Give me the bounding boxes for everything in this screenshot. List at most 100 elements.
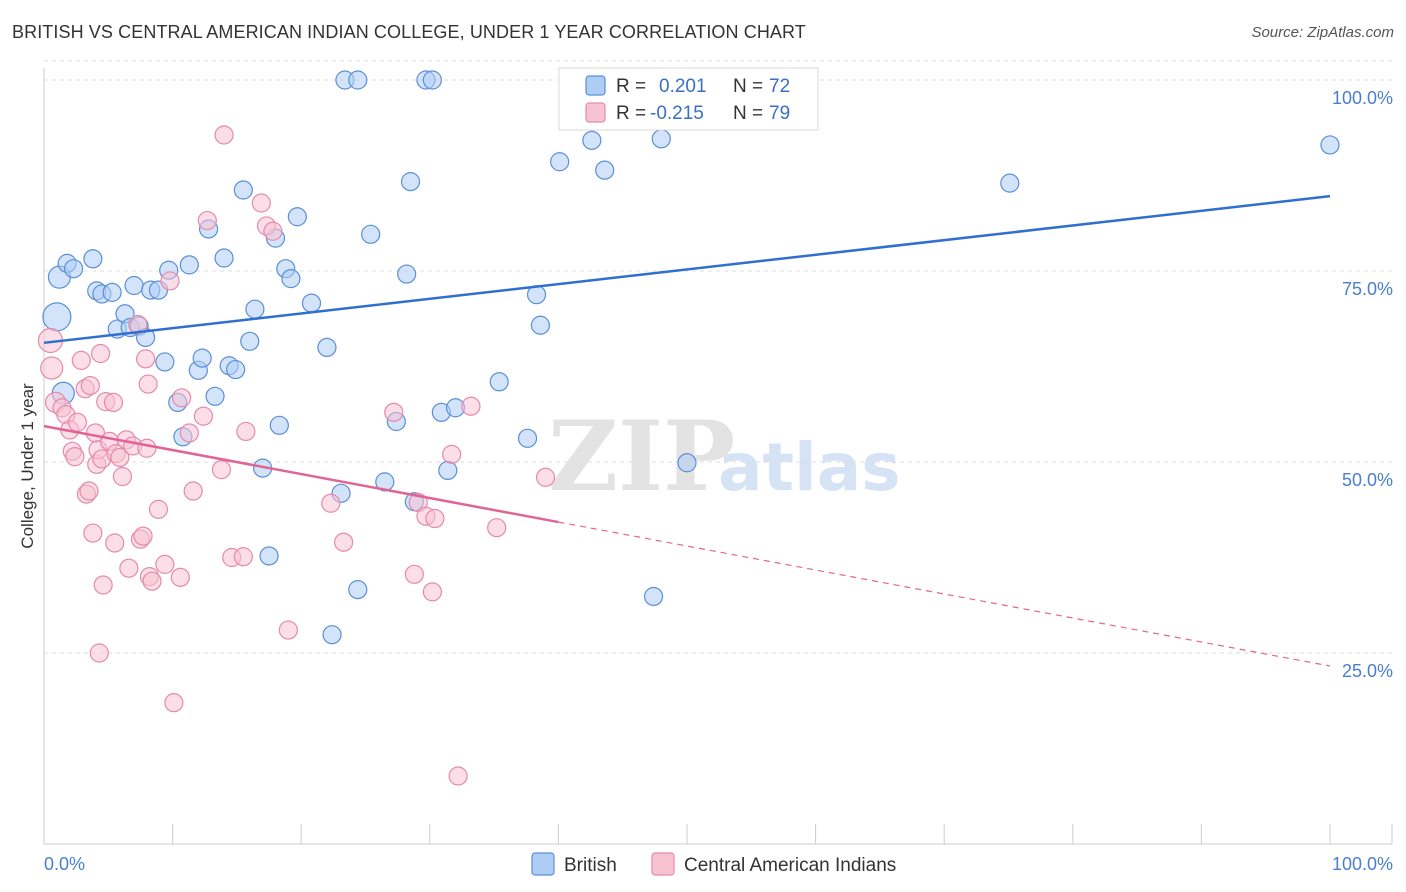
- cai-point-51: [214, 125, 234, 145]
- cai-point-55: [251, 193, 271, 213]
- cai-point-1: [40, 356, 64, 380]
- british-point-23: [192, 348, 212, 368]
- cai-point-66: [425, 508, 445, 529]
- british-point-28: [226, 359, 246, 380]
- source-label: Source: ZipAtlas.com: [1251, 24, 1394, 41]
- british-point-64: [643, 586, 664, 607]
- cai-point-57: [263, 221, 283, 241]
- cai-point-67: [442, 444, 462, 464]
- cai-point-65: [422, 582, 442, 602]
- british-point-40: [317, 337, 337, 357]
- stats-n-value-british: 72: [769, 76, 790, 97]
- cai-point-19: [90, 343, 111, 364]
- cai-point-49: [197, 210, 217, 231]
- british-point-70: [1320, 135, 1340, 155]
- cai-trend-line: [43, 424, 559, 524]
- british-point-65: [651, 129, 671, 149]
- british-point-0: [42, 302, 72, 332]
- stats-r-label-british: R =: [616, 76, 646, 97]
- y-tick-labels: 25.0% 50.0% 75.0% 100.0%: [1332, 88, 1393, 681]
- x-tick-label-1: 100.0%: [1332, 854, 1393, 874]
- stats-r-value-british: 0.201: [659, 76, 707, 97]
- stats-swatch-british: [585, 75, 606, 96]
- cai-point-24: [103, 392, 124, 413]
- stats-n-value-cai: 79: [769, 103, 790, 124]
- cai-trend-line-extension: [558, 521, 1331, 667]
- cai-point-39: [142, 571, 162, 591]
- british-point-41: [322, 625, 342, 645]
- british-point-25: [205, 386, 225, 406]
- x-tick-label-0: 0.0%: [44, 854, 85, 874]
- cai-point-68: [448, 766, 468, 786]
- cai-point-30: [119, 558, 139, 578]
- cai-point-13: [80, 376, 100, 396]
- cai-point-41: [155, 554, 175, 574]
- cai-point-69: [461, 396, 481, 416]
- cai-point-18: [89, 643, 109, 663]
- watermark: ZIP atlas: [548, 400, 901, 513]
- british-point-69: [1000, 173, 1020, 193]
- cai-point-35: [135, 349, 156, 369]
- y-tick-label-2: 75.0%: [1342, 279, 1393, 299]
- cai-point-48: [193, 406, 214, 426]
- legend-swatch-british: [531, 852, 555, 876]
- watermark-atlas: atlas: [718, 429, 901, 506]
- british-point-44: [348, 70, 368, 90]
- legend-label-british: British: [564, 855, 617, 876]
- cai-point-54: [236, 421, 256, 442]
- british-point-45: [348, 579, 368, 600]
- british-point-50: [400, 172, 421, 192]
- british-point-55: [438, 460, 458, 481]
- british-point-61: [550, 152, 570, 172]
- british-point-38: [287, 207, 307, 227]
- cai-point-7: [65, 447, 85, 467]
- cai-point-70: [487, 518, 507, 538]
- cai-point-21: [93, 575, 113, 595]
- cai-point-61: [384, 402, 404, 422]
- british-point-8: [102, 282, 122, 302]
- y-tick-label-0: 25.0%: [1342, 661, 1393, 681]
- legend-label-cai: Central American Indians: [684, 855, 896, 876]
- stats-r-label-cai: R =: [616, 103, 646, 124]
- cai-point-45: [172, 388, 192, 408]
- cai-point-53: [233, 547, 253, 567]
- british-point-63: [595, 160, 615, 180]
- cai-point-47: [183, 481, 203, 501]
- british-point-49: [397, 264, 417, 284]
- british-point-58: [517, 428, 538, 448]
- cai-point-25: [105, 533, 125, 553]
- cai-point-40: [148, 499, 169, 519]
- stats-r-value-cai: -0.215: [650, 103, 704, 124]
- british-point-37: [281, 269, 301, 289]
- british-point-4: [63, 259, 84, 279]
- british-point-35: [269, 415, 289, 435]
- british-point-5: [83, 249, 103, 269]
- cai-point-8: [67, 412, 88, 432]
- axes: [43, 68, 1393, 845]
- british-point-26: [214, 248, 234, 268]
- cai-point-32: [128, 314, 148, 335]
- british-point-53: [422, 70, 442, 90]
- cai-point-62: [404, 564, 424, 584]
- trend-lines: [43, 194, 1331, 667]
- british-point-12: [124, 275, 144, 296]
- stats-n-label-cai: N =: [733, 103, 763, 124]
- series-legend: British Central American Indians: [531, 852, 896, 876]
- british-point-62: [582, 130, 602, 150]
- cai-point-9: [71, 350, 91, 370]
- cai-point-60: [334, 532, 354, 552]
- cai-point-50: [211, 460, 232, 480]
- cai-point-14: [83, 523, 103, 543]
- british-point-57: [489, 372, 509, 392]
- legend-swatch-cai: [651, 852, 675, 876]
- cai-point-27: [110, 447, 130, 468]
- x-tick-labels: 0.0% 100.0%: [44, 854, 1393, 874]
- chart-title: BRITISH VS CENTRAL AMERICAN INDIAN COLLE…: [12, 22, 806, 42]
- cai-point-58: [278, 620, 298, 640]
- cai-point-46: [179, 423, 199, 443]
- stats-swatch-cai: [585, 102, 606, 123]
- y-tick-label-1: 50.0%: [1342, 470, 1393, 490]
- y-tick-label-3: 100.0%: [1332, 88, 1393, 108]
- british-point-29: [233, 180, 253, 200]
